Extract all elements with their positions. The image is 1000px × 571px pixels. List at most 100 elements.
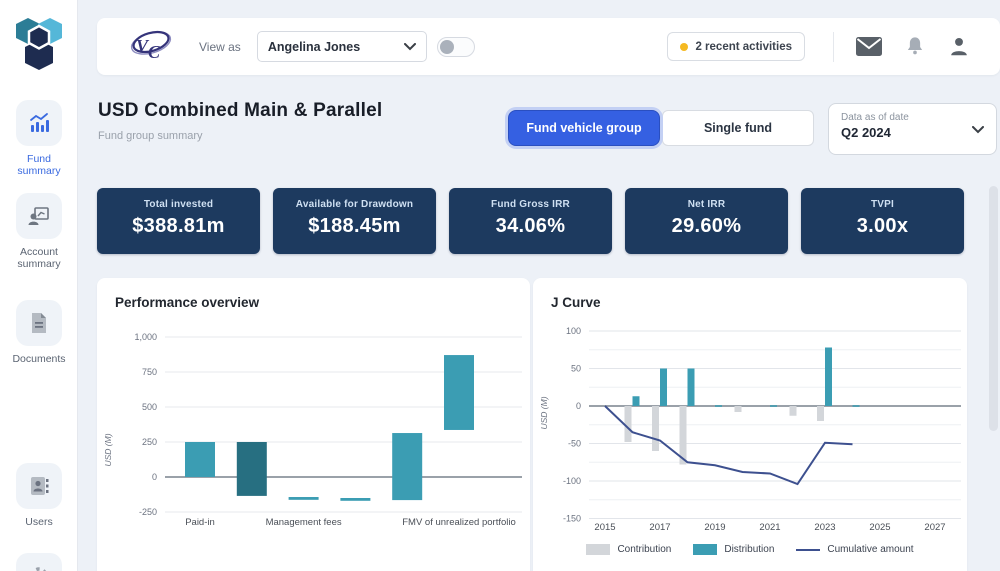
svg-text:C: C xyxy=(148,42,161,62)
legend-swatch xyxy=(586,544,611,555)
profile-icon[interactable] xyxy=(948,35,970,58)
legend-item: Distribution xyxy=(693,544,774,555)
waterfall-bar xyxy=(340,498,371,501)
sidebar-item-documents[interactable]: Documents xyxy=(0,300,78,365)
documents-icon xyxy=(16,300,62,346)
distribution-bar xyxy=(852,405,860,407)
legend-item: Cumulative amount xyxy=(796,544,914,555)
contribution-bar xyxy=(624,406,632,442)
vc-brand-logo: V C xyxy=(125,27,177,67)
legend-label: Contribution xyxy=(617,544,672,555)
data-as-of-date-select[interactable]: Data as of date Q2 2024 xyxy=(828,103,997,155)
chevron-down-icon xyxy=(403,42,416,50)
distribution-bar xyxy=(770,405,777,407)
svg-text:USD (M): USD (M) xyxy=(539,396,549,429)
sidebar-item-label: Users xyxy=(25,516,53,528)
svg-text:2023: 2023 xyxy=(814,522,835,533)
kpi-total-invested: Total invested $388.81m xyxy=(97,188,260,254)
svg-text:2019: 2019 xyxy=(704,522,725,533)
sidebar-item-label: Fund summary xyxy=(17,153,61,177)
svg-text:1,000: 1,000 xyxy=(134,332,157,342)
kpi-label: Available for Drawdown xyxy=(295,199,414,210)
svg-text:USD (M): USD (M) xyxy=(103,433,113,466)
sidebar-item-label: Account summary xyxy=(17,246,61,270)
svg-text:50: 50 xyxy=(571,364,581,374)
svg-text:100: 100 xyxy=(566,326,581,336)
distribution-bar xyxy=(687,368,695,406)
page-subtitle: Fund group summary xyxy=(98,130,203,142)
distribution-bar xyxy=(632,396,640,406)
sidebar-item-users[interactable]: Users xyxy=(0,463,78,528)
svg-text:750: 750 xyxy=(142,367,157,377)
kpi-value: $188.45m xyxy=(308,215,401,237)
svg-text:-50: -50 xyxy=(568,439,581,449)
distribution-bar xyxy=(825,347,832,406)
view-as-toggle[interactable] xyxy=(436,36,475,57)
svg-text:-100: -100 xyxy=(563,476,581,486)
legend-label: Cumulative amount xyxy=(827,544,914,555)
contribution-bar xyxy=(679,406,687,465)
svg-text:250: 250 xyxy=(142,437,157,447)
jcurve-title: J Curve xyxy=(551,295,601,310)
waterfall-bar xyxy=(236,442,267,496)
users-icon xyxy=(16,463,62,509)
svg-text:-150: -150 xyxy=(563,514,581,524)
activity-dot-icon xyxy=(680,42,689,51)
kpi-value: 34.06% xyxy=(495,215,566,237)
kpi-value: 3.00x xyxy=(856,215,909,237)
view-as-select[interactable]: Angelina Jones xyxy=(256,31,427,62)
svg-text:2025: 2025 xyxy=(869,522,890,533)
performance-overview-panel: Performance overview 1,000 750 500 250 0 -250… xyxy=(97,278,530,571)
kpi-tvpi: TVPI 3.00x xyxy=(801,188,964,254)
svg-text:2021: 2021 xyxy=(759,522,780,533)
topbar-divider xyxy=(833,31,834,62)
toggle-knob xyxy=(439,39,454,54)
activities-text: 2 recent activities xyxy=(695,40,792,53)
kpi-fund-gross-irr: Fund Gross IRR 34.06% xyxy=(449,188,612,254)
svg-text:Management fees: Management fees xyxy=(266,517,342,528)
svg-text:Paid-in: Paid-in xyxy=(185,517,215,528)
svg-text:2015: 2015 xyxy=(594,522,615,533)
page-title: USD Combined Main & Parallel xyxy=(98,100,383,121)
fund-summary-icon xyxy=(16,100,62,146)
legend-line-swatch xyxy=(796,548,821,551)
legend-swatch xyxy=(693,544,718,555)
svg-text:0: 0 xyxy=(152,472,157,482)
svg-text:-250: -250 xyxy=(139,507,157,517)
date-filter-value: Q2 2024 xyxy=(841,125,891,140)
waterfall-bar xyxy=(444,355,474,430)
svg-text:2017: 2017 xyxy=(649,522,670,533)
sidebar-item-settings[interactable] xyxy=(0,553,78,571)
contribution-bar xyxy=(817,406,824,421)
legend-label: Distribution xyxy=(724,544,775,555)
kpi-label: Total invested xyxy=(143,199,214,210)
waterfall-bar xyxy=(392,433,423,501)
sidebar-item-label: Documents xyxy=(12,353,66,365)
kpi-value: $388.81m xyxy=(132,215,225,237)
mail-icon[interactable] xyxy=(856,37,882,56)
svg-text:2027: 2027 xyxy=(924,522,945,533)
waterfall-bar xyxy=(288,497,319,500)
kpi-label: Net IRR xyxy=(687,199,726,210)
contribution-bar xyxy=(734,406,742,412)
sidebar-item-account-summary[interactable]: Account summary xyxy=(0,193,78,270)
company-logo-icon xyxy=(14,14,64,75)
performance-overview-chart: 1,000 750 500 250 0 -250 USD (M) Paid-in Managem… xyxy=(103,332,522,528)
kpi-label: Fund Gross IRR xyxy=(491,199,570,210)
fund-vehicle-group-button[interactable]: Fund vehicle group xyxy=(508,110,660,146)
distribution-bar xyxy=(660,368,667,406)
svg-text:0: 0 xyxy=(576,401,581,411)
jcurve-panel: J Curve 100 50 0 -50 -100 -150 USD (M) 2015 2017… xyxy=(533,278,967,571)
recent-activities-badge[interactable]: 2 recent activities xyxy=(667,32,805,61)
jcurve-legend: Contribution Distribution Cumulative amoun… xyxy=(533,544,967,555)
vertical-scrollbar[interactable] xyxy=(989,186,998,431)
waterfall-bar xyxy=(185,442,215,477)
contribution-bar xyxy=(652,406,659,451)
sidebar-item-fund-summary[interactable]: Fund summary xyxy=(0,100,78,177)
kpi-label: TVPI xyxy=(870,199,895,210)
single-fund-button[interactable]: Single fund xyxy=(662,110,814,146)
kpi-value: 29.60% xyxy=(671,215,742,237)
view-as-label: View as xyxy=(199,39,241,54)
bell-icon[interactable] xyxy=(904,35,926,58)
